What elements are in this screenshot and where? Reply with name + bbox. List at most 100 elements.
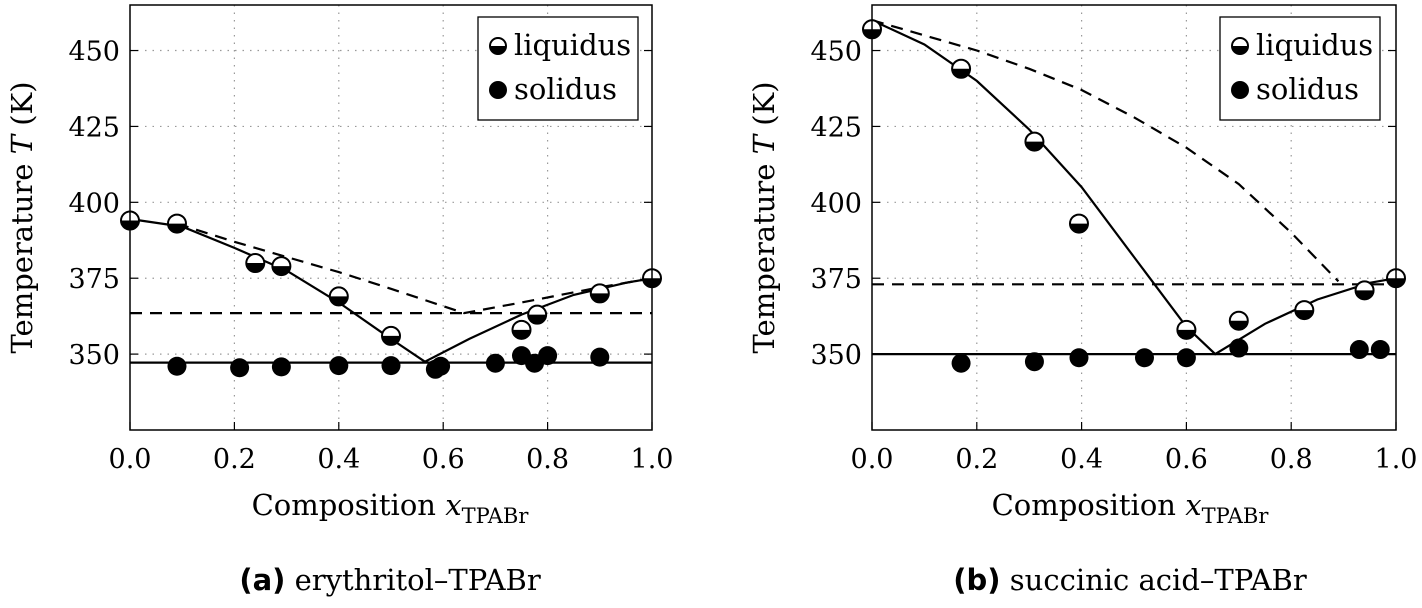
y-label-unit: (K) — [747, 81, 781, 135]
liquidus-point — [511, 319, 532, 340]
solidus-point — [1349, 340, 1369, 360]
subfigure-caption: (a) erythritol–TPABr — [239, 563, 541, 597]
marker-fill — [1295, 310, 1314, 320]
liquidus-point — [328, 286, 349, 307]
y-label-text: Temperature — [5, 154, 39, 353]
marker-fill — [528, 314, 547, 324]
x-tick-label: 0.8 — [1270, 444, 1313, 475]
legend: liquidus solidus — [1219, 16, 1381, 121]
liquidus-point — [1176, 319, 1197, 340]
marker-fill — [272, 266, 291, 276]
chart-panel-0: 0.0 0.2 0.4 0.6 0.8 1.0 350 375 400 425 450 liquidu… — [5, 4, 674, 597]
x-label-var: x — [445, 488, 461, 522]
solidus-point — [1370, 340, 1390, 360]
y-tick-label: 400 — [68, 188, 120, 219]
legend: liquidus solidus — [477, 16, 639, 121]
solidus-point — [951, 353, 971, 373]
y-label-var: T — [747, 132, 781, 154]
x-label-text: Composition — [992, 488, 1186, 522]
y-tick-label: 350 — [810, 340, 862, 371]
marker-fill — [590, 293, 609, 303]
subfigure-caption: (b) succinic acid–TPABr — [953, 563, 1307, 597]
liquidus-point — [1228, 310, 1249, 331]
legend-solidus-icon — [1231, 81, 1249, 99]
legend-label-liquidus: liquidus — [1256, 28, 1373, 62]
y-tick-label: 350 — [68, 340, 120, 371]
legend-label-solidus: solidus — [1256, 72, 1359, 106]
x-tick-label: 0.4 — [317, 444, 360, 475]
y-tick-label: 400 — [810, 188, 862, 219]
marker-fill — [952, 68, 971, 78]
axes-frame — [129, 4, 653, 431]
liquidus-point — [381, 325, 401, 346]
caption-text: erythritol–TPABr — [285, 563, 540, 597]
x-tick-label: 0.6 — [422, 444, 465, 475]
liquidus-point — [245, 253, 266, 274]
marker-fill — [1355, 290, 1374, 300]
liquidus-point — [271, 256, 292, 277]
y-tick-label: 425 — [68, 112, 120, 143]
solid-curve — [129, 217, 653, 363]
solidus-point — [167, 356, 187, 376]
legend-box — [1219, 16, 1381, 121]
y-label-unit: (K) — [5, 81, 39, 135]
y-axis-label: Temperature T (K) — [5, 81, 39, 353]
x-label-text: Composition — [252, 488, 446, 522]
marker-fill — [167, 223, 186, 233]
solidus-point — [431, 356, 451, 376]
y-tick-label: 375 — [68, 264, 120, 295]
x-label-var: x — [1185, 488, 1201, 522]
x-tick-label: 1.0 — [631, 444, 674, 475]
x-tick-label: 0.0 — [109, 444, 152, 475]
marker-fill — [1229, 320, 1248, 330]
x-axis-label: Composition xTPABr — [252, 488, 530, 528]
axes-frame — [871, 4, 1397, 431]
solidus-point — [1229, 338, 1249, 358]
x-label-sub: TPABr — [1202, 504, 1270, 528]
legend-liquidus-icon — [489, 37, 507, 55]
y-label-var: T — [5, 132, 39, 154]
solidus-point — [230, 358, 250, 378]
x-tick-label: 0.8 — [526, 444, 569, 475]
y-tick-label: 450 — [68, 37, 120, 68]
marker-fill — [1232, 46, 1248, 54]
x-axis-label: Composition xTPABr — [992, 488, 1270, 528]
y-tick-label: 375 — [810, 264, 862, 295]
liquidus-point — [1354, 280, 1375, 301]
marker-fill — [1025, 141, 1044, 151]
marker-fill — [329, 296, 348, 306]
liquidus-point — [1068, 213, 1089, 234]
caption-label: (b) — [953, 563, 1000, 597]
x-tick-label: 0.2 — [955, 444, 998, 475]
x-tick-label: 0.6 — [1165, 444, 1208, 475]
liquidus-point — [1024, 131, 1045, 152]
solidus-point — [485, 353, 505, 373]
y-tick-label: 450 — [810, 37, 862, 68]
y-tick-label: 425 — [810, 112, 862, 143]
solidus-point — [590, 347, 610, 367]
marker-fill — [490, 46, 506, 54]
legend-liquidus-icon — [1231, 37, 1249, 55]
marker-fill — [246, 263, 265, 273]
marker-fill — [382, 335, 400, 345]
caption-text: succinic acid–TPABr — [1001, 563, 1307, 597]
solidus-point — [538, 346, 558, 366]
dashed-curve — [176, 222, 653, 315]
caption-label: (a) — [239, 563, 285, 597]
legend-box — [477, 16, 639, 121]
solidus-point — [1134, 348, 1154, 368]
solidus-point — [329, 356, 349, 376]
liquidus-point — [527, 304, 548, 325]
x-tick-label: 0.2 — [213, 444, 256, 475]
liquidus-point — [166, 213, 187, 234]
y-label-text: Temperature — [747, 154, 781, 353]
marker-fill — [1177, 329, 1196, 339]
x-tick-label: 1.0 — [1375, 444, 1418, 475]
solidus-point — [271, 357, 291, 377]
legend-solidus-icon — [489, 81, 507, 99]
liquidus-point — [951, 58, 972, 79]
solidus-point — [381, 356, 401, 376]
x-tick-label: 0.4 — [1060, 444, 1103, 475]
x-label-sub: TPABr — [462, 504, 530, 528]
